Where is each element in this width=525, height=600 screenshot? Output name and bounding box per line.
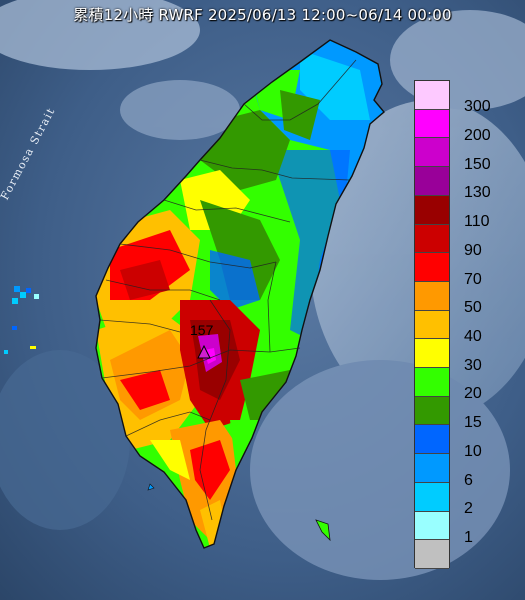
legend-swatch <box>415 138 449 168</box>
max-rainfall-marker <box>197 344 211 359</box>
max-rainfall-value: 157 <box>190 322 214 338</box>
legend-label: 90 <box>464 241 482 259</box>
legend-swatch <box>415 511 449 541</box>
legend-swatch <box>415 368 449 397</box>
legend-label: 6 <box>464 471 473 489</box>
legend-label: 300 <box>464 98 491 116</box>
legend-swatch <box>415 281 449 311</box>
legend-swatch <box>415 81 449 110</box>
legend-swatch <box>415 195 449 225</box>
legend-label: 70 <box>464 270 482 288</box>
legend-label: 10 <box>464 442 482 460</box>
legend-swatch <box>415 454 449 483</box>
legend-label: 50 <box>464 299 482 317</box>
legend-swatch <box>415 482 449 512</box>
legend-label: 110 <box>464 213 490 231</box>
legend-swatch <box>415 339 449 369</box>
map-title: 累積12小時 RWRF 2025/06/13 12:00~06/14 00:00 <box>73 6 452 24</box>
legend-label: 2 <box>464 500 473 518</box>
green-island <box>315 519 331 542</box>
legend-label: 15 <box>464 414 482 432</box>
legend-label: 40 <box>464 328 482 345</box>
legend-label: 150 <box>464 155 491 173</box>
legend-swatch <box>415 310 449 340</box>
legend-swatch <box>415 540 449 569</box>
legend-label: 200 <box>464 127 491 145</box>
legend-swatch <box>415 253 449 282</box>
liuqiu-island <box>147 483 155 491</box>
legend-swatch <box>415 167 449 196</box>
legend-swatch <box>415 396 449 426</box>
legend-label: 130 <box>464 184 491 202</box>
legend-label: 30 <box>464 356 482 374</box>
legend-swatch <box>415 425 449 455</box>
legend-label: 20 <box>464 385 482 403</box>
legend-label: 1 <box>464 528 473 546</box>
rainfall-legend <box>414 80 450 569</box>
legend-swatch <box>415 224 449 254</box>
legend-swatch <box>415 109 449 139</box>
